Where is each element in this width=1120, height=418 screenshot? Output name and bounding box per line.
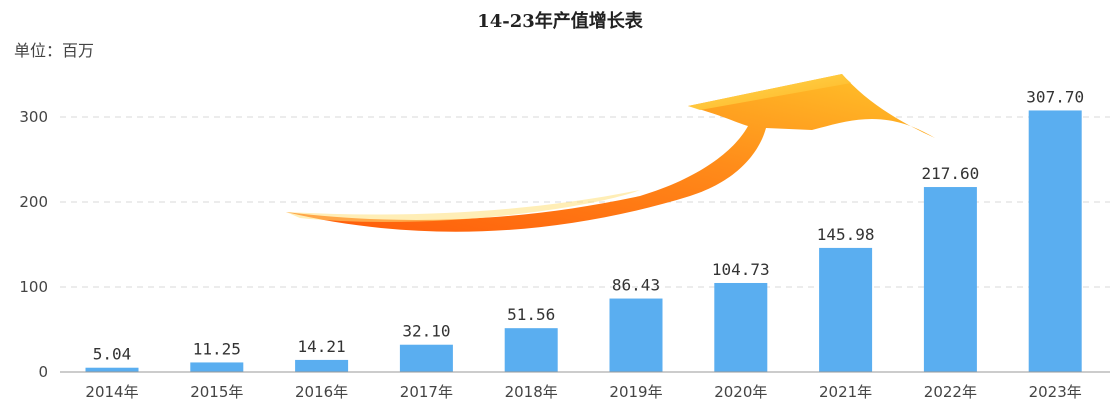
data-label: 51.56 xyxy=(507,305,555,324)
data-label: 5.04 xyxy=(93,345,132,364)
x-tick-label: 2017年 xyxy=(400,383,453,401)
data-labels: 5.04 11.25 14.21 32.10 51.56 86.43 104.73 145.9… xyxy=(93,87,1084,363)
y-tick-label: 300 xyxy=(19,108,48,126)
bars xyxy=(85,110,1082,372)
x-axis-ticks: 2014年 2015年 2016年 2017年 2018年 2019年 2020年 2021年… xyxy=(85,383,1081,401)
bar xyxy=(819,247,873,372)
data-label: 32.10 xyxy=(402,322,450,341)
bar xyxy=(609,298,663,372)
data-label: 307.70 xyxy=(1026,87,1084,106)
x-tick-label: 2018年 xyxy=(505,383,558,401)
unit-label: 单位：百万 xyxy=(14,41,94,60)
y-tick-label: 200 xyxy=(19,193,48,211)
bar xyxy=(504,328,558,372)
data-label: 145.98 xyxy=(817,225,875,244)
x-tick-label: 2019年 xyxy=(609,383,662,401)
data-label: 86.43 xyxy=(612,276,660,295)
chart-title: 14-23年产值增长表 xyxy=(477,10,644,32)
data-label: 217.60 xyxy=(922,164,980,183)
x-tick-label: 2016年 xyxy=(295,383,348,401)
bar xyxy=(399,344,453,372)
x-tick-label: 2015年 xyxy=(190,383,243,401)
data-label: 104.73 xyxy=(712,260,770,279)
x-tick-label: 2014年 xyxy=(85,383,138,401)
bar xyxy=(714,282,768,372)
data-label: 14.21 xyxy=(298,337,346,356)
trend-arrow-icon xyxy=(286,74,935,232)
y-tick-label: 0 xyxy=(38,363,48,381)
bar xyxy=(85,367,139,372)
x-tick-label: 2021年 xyxy=(819,383,872,401)
bar xyxy=(190,362,244,372)
x-tick-label: 2023年 xyxy=(1029,383,1082,401)
y-axis-ticks: 0 100 200 300 xyxy=(19,108,48,381)
bar xyxy=(295,359,349,372)
bar xyxy=(1028,110,1082,372)
bar xyxy=(923,187,977,372)
x-tick-label: 2022年 xyxy=(924,383,977,401)
x-tick-label: 2020年 xyxy=(714,383,767,401)
y-tick-label: 100 xyxy=(19,278,48,296)
data-label: 11.25 xyxy=(193,339,241,358)
